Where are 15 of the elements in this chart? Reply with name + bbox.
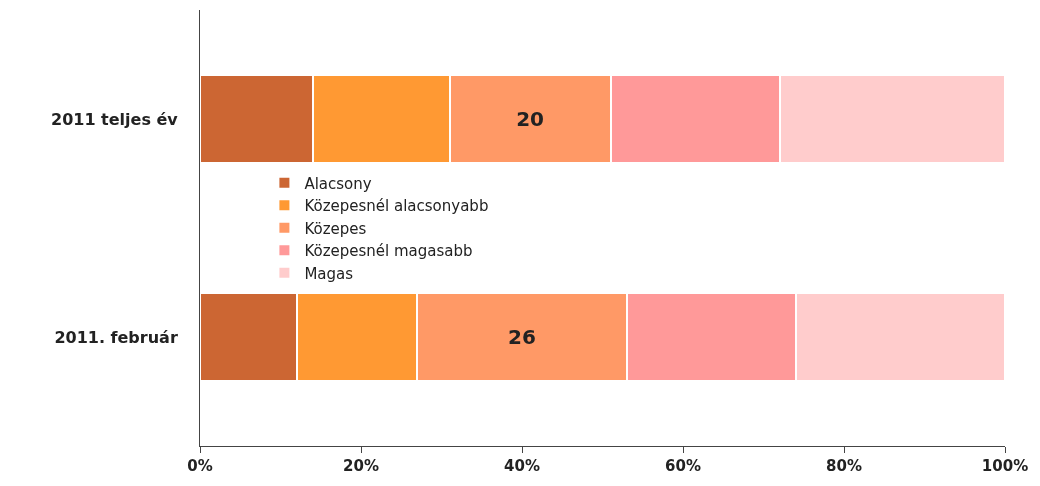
legend-label: Alacsony (304, 174, 372, 193)
x-tick-label: 0% (187, 457, 213, 475)
data-label: 26 (508, 325, 536, 349)
data-label: 20 (516, 107, 544, 131)
x-tick-label: 100% (981, 457, 1029, 475)
x-tick-label: 60% (665, 457, 701, 475)
x-tick-label: 40% (504, 457, 540, 475)
legend-label: Közepesnél alacsonyabb (304, 197, 489, 216)
x-tick-label: 80% (826, 457, 862, 475)
y-tick-label: 2011 teljes év (51, 109, 179, 129)
legend-label: Közepesnél magasabb (304, 242, 473, 261)
legend-label: Közepes (304, 219, 367, 238)
x-tick-label: 20% (343, 457, 379, 475)
y-tick-label: 2011. február (54, 327, 178, 347)
legend-label: Magas (304, 264, 354, 283)
